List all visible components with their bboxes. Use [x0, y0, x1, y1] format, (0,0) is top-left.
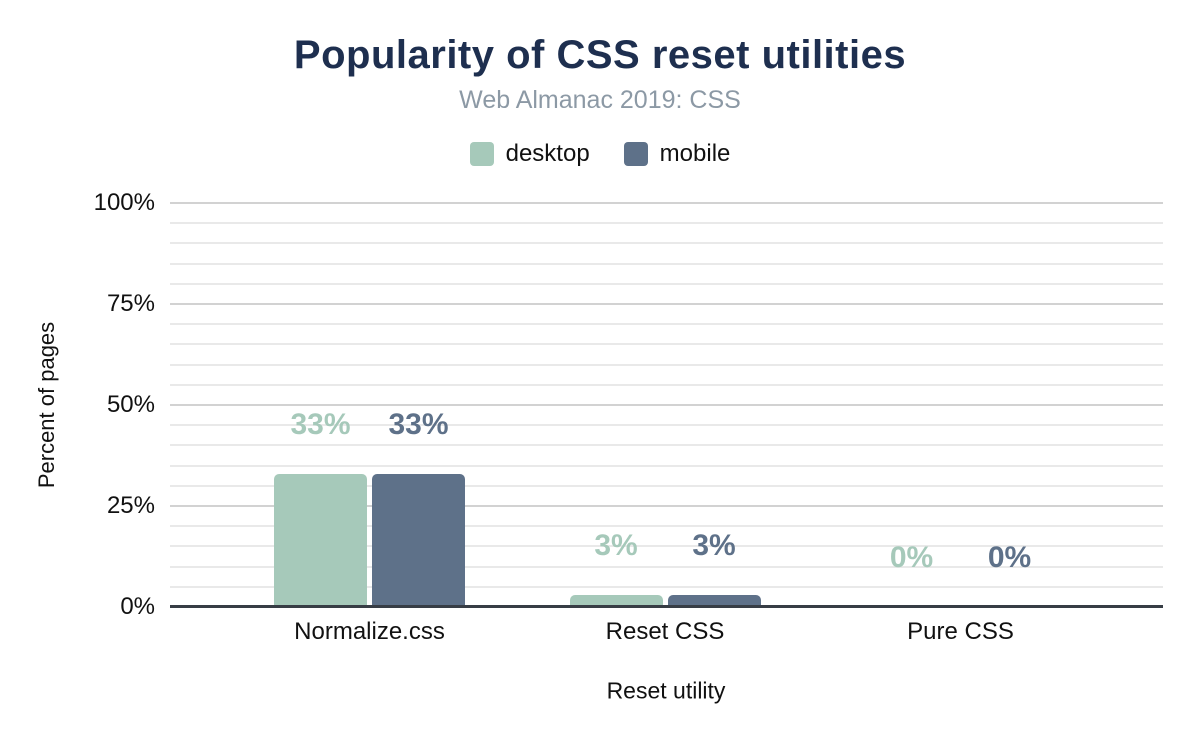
- legend: desktop mobile: [0, 140, 1200, 168]
- minor-gridline: [170, 484, 1163, 487]
- minor-gridline: [170, 323, 1163, 326]
- y-tick-label: 50%: [106, 391, 155, 418]
- minor-gridline: [170, 565, 1163, 568]
- mobile-value-label: 0%: [987, 541, 1032, 574]
- x-category-label: Reset CSS: [605, 618, 725, 645]
- minor-gridline: [170, 585, 1163, 588]
- mobile-bar-normalize-css[interactable]: [372, 473, 465, 607]
- desktop-swatch-icon: [469, 142, 494, 166]
- minor-gridline: [170, 222, 1163, 225]
- minor-gridline: [170, 383, 1163, 386]
- minor-gridline: [170, 424, 1163, 427]
- x-category-label: Normalize.css: [294, 618, 445, 645]
- legend-item-desktop: desktop: [469, 140, 590, 168]
- x-category-label: Pure CSS: [907, 618, 1014, 645]
- x-axis-title: Reset utility: [606, 677, 726, 704]
- legend-item-mobile: mobile: [623, 140, 731, 168]
- chart-title: Popularity of CSS reset utilities: [293, 33, 907, 77]
- desktop-bar-normalize-css[interactable]: [274, 473, 367, 607]
- desktop-value-label: 33%: [290, 407, 351, 441]
- y-tick-label: 25%: [106, 492, 155, 519]
- minor-gridline: [170, 525, 1163, 528]
- mobile-value-label: 33%: [388, 407, 449, 441]
- minor-gridline: [170, 444, 1163, 447]
- major-gridline: [170, 404, 1163, 406]
- x-axis-line: [170, 605, 1163, 608]
- legend-label-mobile: mobile: [659, 140, 731, 167]
- major-gridline: [170, 202, 1163, 204]
- chart-subtitle: Web Almanac 2019: CSS: [459, 86, 741, 114]
- y-axis-title: Percent of pages: [34, 321, 59, 489]
- minor-gridline: [170, 464, 1163, 467]
- mobile-value-label: 3%: [692, 528, 736, 562]
- minor-gridline: [170, 262, 1163, 265]
- minor-gridline: [170, 343, 1163, 346]
- major-gridline: [170, 505, 1163, 507]
- legend-label-desktop: desktop: [505, 140, 590, 167]
- mobile-bar-reset-css[interactable]: [667, 594, 761, 607]
- mobile-swatch-icon: [623, 142, 648, 166]
- desktop-value-label: 0%: [889, 541, 934, 574]
- y-tick-label: 0%: [120, 593, 155, 620]
- major-gridline: [170, 303, 1163, 305]
- y-tick-label: 75%: [106, 290, 155, 317]
- desktop-bar-reset-css[interactable]: [569, 594, 663, 607]
- y-tick-label: 100%: [93, 189, 155, 216]
- minor-gridline: [170, 242, 1163, 245]
- minor-gridline: [170, 363, 1163, 366]
- minor-gridline: [170, 545, 1163, 548]
- desktop-value-label: 3%: [594, 528, 638, 562]
- minor-gridline: [170, 282, 1163, 285]
